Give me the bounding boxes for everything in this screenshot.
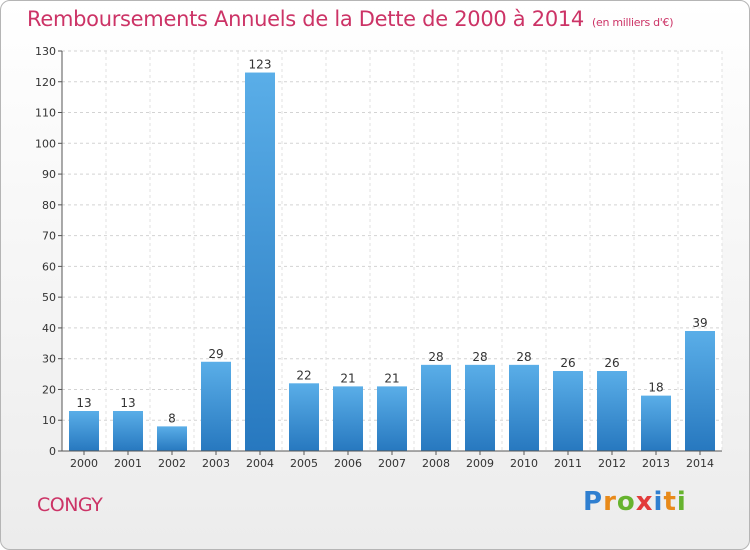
bar — [201, 361, 231, 451]
data-label: 13 — [120, 396, 135, 410]
data-label: 29 — [208, 347, 223, 361]
x-tick-label: 2000 — [70, 457, 98, 470]
bar — [113, 411, 143, 451]
y-tick-label: 110 — [35, 107, 56, 120]
x-tick-label: 2003 — [202, 457, 230, 470]
y-tick-label: 0 — [49, 445, 56, 458]
data-label: 22 — [296, 368, 311, 382]
bar — [289, 383, 319, 451]
data-label: 13 — [76, 396, 91, 410]
bar — [421, 364, 451, 451]
x-tick-label: 2006 — [334, 457, 362, 470]
chart-title: Remboursements Annuels de la Dette de 20… — [27, 7, 673, 31]
y-tick-label: 50 — [42, 291, 56, 304]
data-label: 21 — [340, 371, 355, 385]
y-tick-label: 120 — [35, 76, 56, 89]
data-label: 39 — [692, 316, 707, 330]
y-tick-label: 130 — [35, 45, 56, 58]
x-tick-label: 2013 — [642, 457, 670, 470]
x-tick-label: 2010 — [510, 457, 538, 470]
y-tick-label: 10 — [42, 414, 56, 427]
bar — [553, 371, 583, 451]
chart-title-text: Remboursements Annuels de la Dette de 20… — [27, 7, 584, 31]
bar — [641, 395, 671, 451]
y-tick-label: 40 — [42, 322, 56, 335]
y-tick-label: 30 — [42, 353, 56, 366]
x-tick-label: 2002 — [158, 457, 186, 470]
data-label: 26 — [560, 356, 575, 370]
y-tick-label: 100 — [35, 137, 56, 150]
x-tick-label: 2011 — [554, 457, 582, 470]
bar — [597, 371, 627, 451]
bar — [685, 331, 715, 451]
bar — [245, 72, 275, 452]
data-label: 123 — [249, 58, 272, 72]
y-tick-label: 60 — [42, 260, 56, 273]
bar — [509, 364, 539, 451]
data-label: 8 — [168, 411, 176, 425]
data-label: 28 — [516, 350, 531, 364]
bar — [333, 386, 363, 451]
x-tick-label: 2012 — [598, 457, 626, 470]
data-label: 28 — [428, 350, 443, 364]
y-tick-label: 80 — [42, 199, 56, 212]
x-tick-label: 2001 — [114, 457, 142, 470]
x-tick-label: 2009 — [466, 457, 494, 470]
x-tick-label: 2008 — [422, 457, 450, 470]
bar — [377, 386, 407, 451]
chart-title-unit: (en milliers d'€) — [592, 16, 674, 29]
y-tick-label: 20 — [42, 383, 56, 396]
city-name: CONGY — [37, 494, 103, 516]
bar — [157, 426, 187, 451]
y-tick-label: 70 — [42, 230, 56, 243]
bar — [465, 364, 495, 451]
x-tick-label: 2004 — [246, 457, 274, 470]
bar — [69, 411, 99, 451]
x-tick-label: 2007 — [378, 457, 406, 470]
x-tick-label: 2014 — [686, 457, 714, 470]
data-label: 26 — [604, 356, 619, 370]
data-label: 28 — [472, 350, 487, 364]
y-tick-label: 90 — [42, 168, 56, 181]
proxiti-logo: Proxiti — [583, 487, 687, 517]
data-label: 18 — [648, 381, 663, 395]
x-tick-label: 2005 — [290, 457, 318, 470]
data-label: 21 — [384, 371, 399, 385]
